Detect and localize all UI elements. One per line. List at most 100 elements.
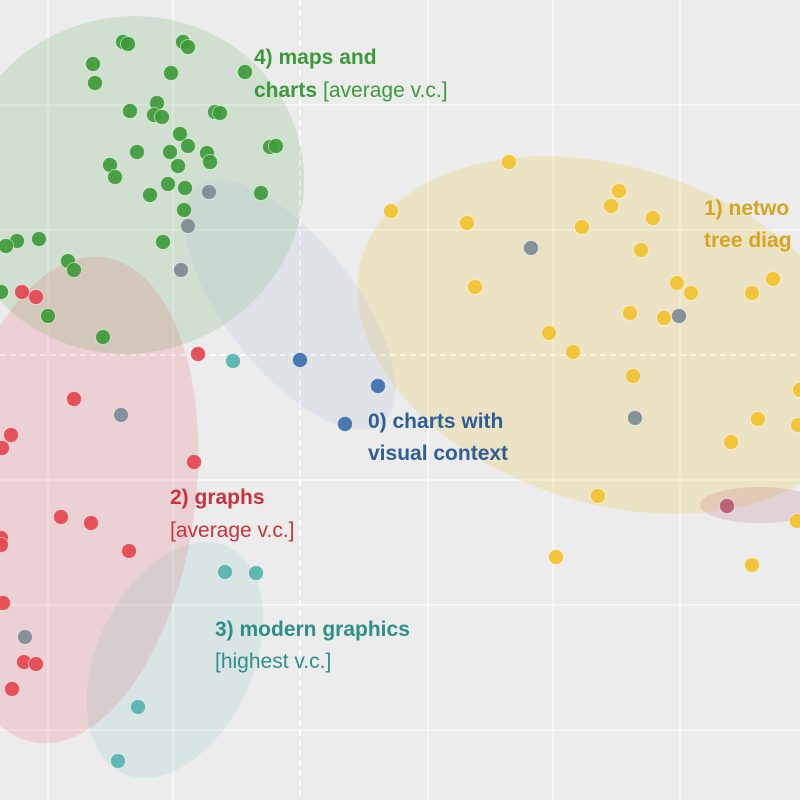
scatter-point [723, 434, 739, 450]
cluster-1-title: 1) netwo [704, 197, 789, 220]
scatter-point [217, 564, 233, 580]
scatter-point [160, 176, 176, 192]
scatter-point [627, 410, 643, 426]
scatter-point [28, 656, 44, 672]
scatter-point [744, 557, 760, 573]
scatter-point [501, 154, 517, 170]
cluster-4-subtitle: charts [average v.c.] [254, 79, 448, 102]
scatter-point [66, 262, 82, 278]
scatter-point [110, 753, 126, 769]
scatter-point [744, 285, 760, 301]
cluster-2-note: [average v.c.] [170, 519, 295, 542]
scatter-point [142, 187, 158, 203]
scatter-point [750, 411, 766, 427]
scatter-point [0, 284, 9, 300]
scatter-point [523, 240, 539, 256]
scatter-point [268, 138, 284, 154]
cluster-2-region [0, 256, 199, 744]
cluster--2-points [719, 498, 735, 514]
scatter-point [172, 126, 188, 142]
scatter-point [248, 565, 264, 581]
scatter-point [130, 699, 146, 715]
scatter-point [789, 513, 800, 529]
cluster-0-title2: visual context [368, 442, 508, 465]
scatter-point [0, 595, 11, 611]
scatter-point [625, 368, 641, 384]
cluster-3-region [86, 542, 264, 778]
scatter-point [3, 427, 19, 443]
scatter-point [467, 279, 483, 295]
scatter-point [180, 39, 196, 55]
scatter-point [683, 285, 699, 301]
scatter-point [603, 198, 619, 214]
scatter-point [180, 138, 196, 154]
cluster-4-note: [average v.c.] [323, 79, 448, 102]
scatter-point [719, 498, 735, 514]
cluster-1-points [383, 154, 800, 573]
cluster-0-region [184, 180, 396, 430]
cluster-2-points [0, 284, 206, 697]
scatter-point [792, 382, 800, 398]
scatter-point [95, 329, 111, 345]
cluster-1-title2: tree diag [704, 229, 792, 252]
cluster-1-region [357, 156, 800, 514]
scatter-point [107, 169, 123, 185]
scatter-point [121, 543, 137, 559]
scatter-point [129, 144, 145, 160]
scatter-point [186, 454, 202, 470]
cluster-4-region [0, 16, 305, 354]
scatter-point [212, 105, 228, 121]
scatter-point [113, 407, 129, 423]
scatter-point [225, 353, 241, 369]
scatter-point [0, 238, 14, 254]
scatter-point [163, 65, 179, 81]
scatter-point [337, 416, 353, 432]
scatter-point [83, 515, 99, 531]
scatter-point [53, 509, 69, 525]
scatter-point [459, 215, 475, 231]
scatter-point [202, 154, 218, 170]
scatter-point [162, 144, 178, 160]
scatter-point [574, 219, 590, 235]
scatter-point [622, 305, 638, 321]
scatter-point [87, 75, 103, 91]
cluster-2-title: 2) graphs [170, 486, 265, 509]
scatter-point [611, 183, 627, 199]
scatter-point [656, 310, 672, 326]
scatter-point [548, 549, 564, 565]
scatter-point [190, 346, 206, 362]
scatter-point [14, 284, 30, 300]
cluster-labels: 4) maps and charts [average v.c.] 1) netw… [170, 46, 792, 673]
scatter-point [40, 308, 56, 324]
scatter-point [541, 325, 557, 341]
scatter-point [633, 242, 649, 258]
cluster-0-title: 0) charts with [368, 410, 503, 433]
scatter-point [590, 488, 606, 504]
scatter-point [671, 308, 687, 324]
scatter-point [66, 391, 82, 407]
scatter-point [154, 109, 170, 125]
scatter-point [31, 231, 47, 247]
data-points [0, 34, 800, 769]
scatter-point [120, 36, 136, 52]
scatter-point [669, 275, 685, 291]
cluster-4-points [0, 34, 284, 345]
scatter-point [370, 378, 386, 394]
scatter-point [383, 203, 399, 219]
scatter-point [237, 64, 253, 80]
scatter-point [4, 681, 20, 697]
scatter-point [155, 234, 171, 250]
scatter-point [292, 352, 308, 368]
scatter-point [201, 184, 217, 200]
scatter-point [85, 56, 101, 72]
cluster-1-subregion [700, 487, 800, 523]
cluster-4-title: 4) maps and [254, 46, 377, 69]
scatter-point [28, 289, 44, 305]
scatter-point [253, 185, 269, 201]
scatter-point [17, 629, 33, 645]
cluster-4-title2: charts [254, 79, 317, 102]
scatter-point [565, 344, 581, 360]
